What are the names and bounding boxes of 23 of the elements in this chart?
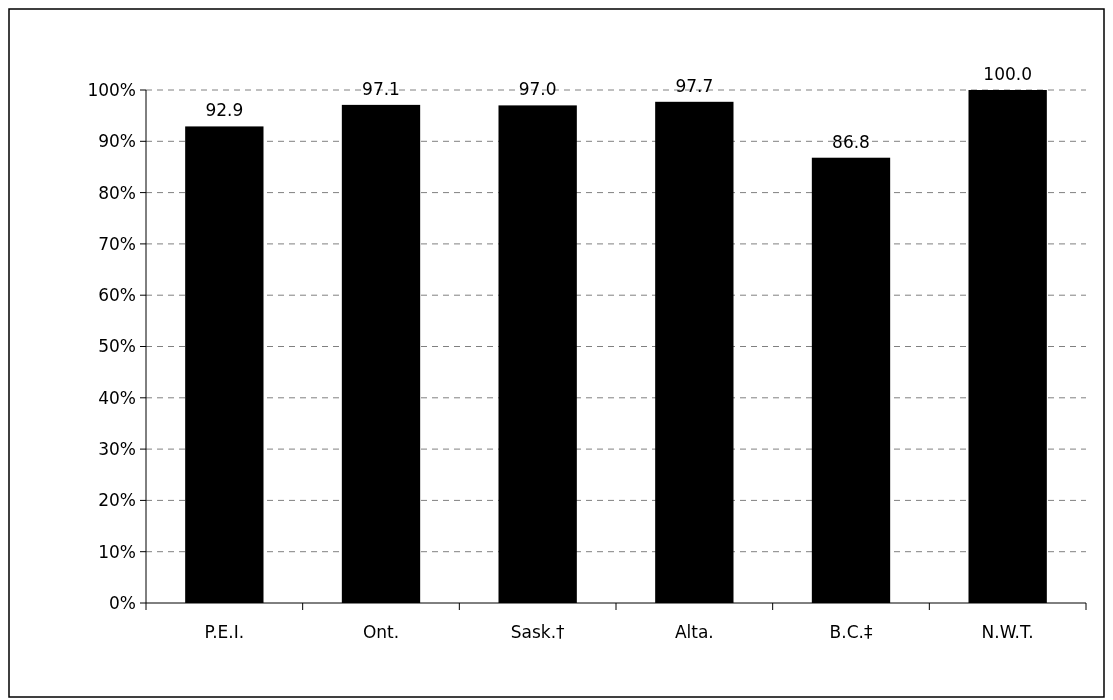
y-tick-label: 30% [98,439,136,460]
y-tick-label: 70% [98,233,136,254]
data-label: 86.8 [832,131,870,152]
x-tick-label: P.E.I. [204,622,245,642]
y-tick-label: 80% [98,182,136,203]
y-tick-label: 40% [98,387,136,408]
x-tick-label: Ont. [362,622,400,642]
data-label: 97.0 [518,79,557,100]
y-tick-label: 0% [109,592,136,613]
x-tick-label: Sask.† [510,622,566,642]
data-label: 97.1 [362,78,400,99]
y-tick-label: 50% [98,336,136,357]
y-tick-label: 20% [98,490,136,511]
x-tick-label: Alta. [674,622,714,642]
y-tick-label: 60% [98,285,136,306]
x-tick-label: N.W.T. [981,622,1034,642]
y-tick-label: 100% [87,79,136,100]
data-label: 92.9 [205,100,244,121]
y-tick-label: 10% [98,541,136,562]
data-label: 100.0 [983,64,1032,84]
x-tick-label: B.C.‡ [829,622,873,642]
data-label: 97.7 [675,75,714,96]
y-tick-label: 90% [98,131,136,152]
